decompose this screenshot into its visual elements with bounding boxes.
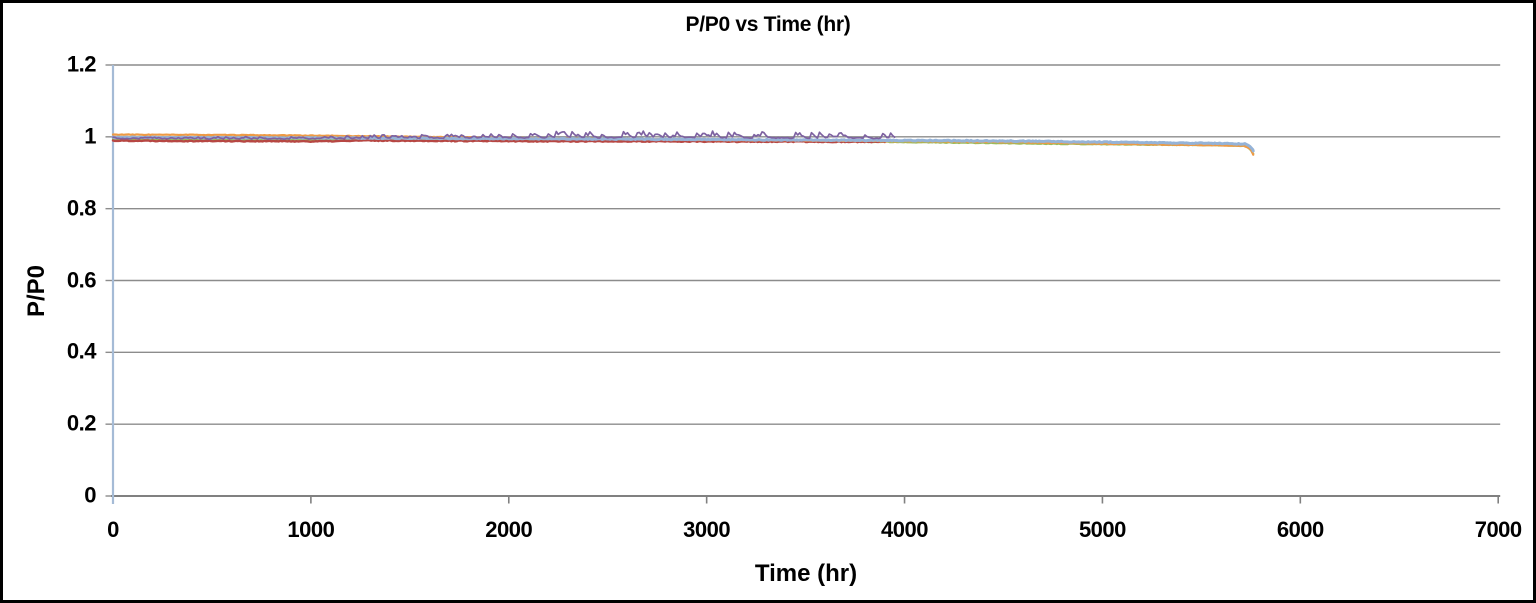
x-tick-label: 4000 xyxy=(881,517,929,542)
x-tick-label: 5000 xyxy=(1078,517,1126,542)
y-tick-label: 0.2 xyxy=(66,410,97,436)
chart-title: P/P0 vs Time (hr) xyxy=(685,13,851,36)
y-tick-label: 1 xyxy=(84,123,96,149)
y-tick-label: 0.6 xyxy=(66,266,97,292)
series-line-dark-red xyxy=(111,138,886,144)
y-tick-label: 0.4 xyxy=(66,338,97,364)
x-tick-label: 2000 xyxy=(485,517,533,542)
x-tick-label: 6000 xyxy=(1276,517,1324,542)
plot-area xyxy=(105,64,1501,504)
y-tick-label: 0.8 xyxy=(66,195,97,221)
x-tick-label: 0 xyxy=(107,517,119,542)
y-tick-label: 1.2 xyxy=(66,51,97,77)
x-tick-label: 1000 xyxy=(287,517,335,542)
series-line-purple xyxy=(112,130,896,140)
x-tick-label: 7000 xyxy=(1474,517,1522,542)
x-tick-label: 3000 xyxy=(683,517,731,542)
x-axis-title: Time (hr) xyxy=(754,560,858,587)
y-tick-label: 0 xyxy=(84,482,96,508)
